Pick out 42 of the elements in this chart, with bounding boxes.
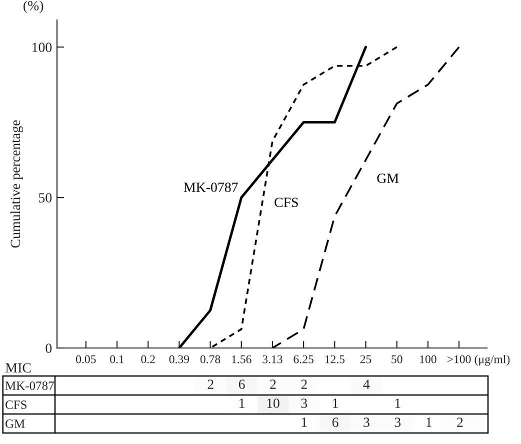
- data-label: 6: [332, 418, 338, 427]
- x-tick-label: 1.56: [232, 355, 252, 364]
- x-tick-label: 0.1: [110, 355, 124, 364]
- x-tick-label: 0.39: [169, 355, 190, 364]
- y-tick-label: CFS: [6, 400, 26, 409]
- data-label: 2: [208, 380, 214, 389]
- x-tick-label: 25: [360, 355, 372, 364]
- y-tick-label: 0: [46, 344, 52, 353]
- series-label: CFS: [274, 198, 298, 208]
- series-label: GM: [377, 174, 399, 183]
- y-tick-label: MK-0787: [5, 382, 54, 390]
- x-tick-label: 100: [420, 355, 436, 364]
- data-label: 1: [302, 418, 307, 427]
- x-tick-label: 0.2: [141, 355, 155, 364]
- data-label: 2: [457, 418, 463, 427]
- data-label: 10: [267, 398, 280, 408]
- data-label: 3: [364, 418, 370, 427]
- data-label: 4: [363, 380, 370, 389]
- text: (%): [24, 0, 44, 14]
- data-label: 2: [301, 380, 307, 389]
- data-label: 3: [301, 398, 308, 408]
- x-tick-label: 0.78: [200, 355, 220, 364]
- y-tick-label: GM: [6, 420, 25, 428]
- data-label: 1: [395, 398, 400, 408]
- text: (μg/ml): [474, 354, 510, 366]
- y-tick-label: 50: [39, 193, 52, 202]
- x-axis-title: MIC: [6, 363, 31, 373]
- y-tick-label: 100: [32, 42, 52, 52]
- x-tick-label: >100: [447, 355, 471, 364]
- series-label: MK-0787: [184, 182, 238, 192]
- x-tick-label: 3.13: [262, 355, 282, 364]
- x-tick-label: 0.05: [76, 355, 96, 364]
- data-label: 1: [333, 398, 338, 408]
- x-tick-label: 12.5: [325, 355, 345, 364]
- data-label: 2: [270, 380, 276, 389]
- x-tick-label: 6.25: [294, 355, 314, 364]
- x-tick-label: 50: [392, 355, 402, 364]
- y-axis-title: Cumulative percentage: [10, 120, 23, 248]
- data-label: 6: [238, 380, 245, 389]
- data-label: 3: [394, 418, 401, 427]
- data-label: 1: [240, 398, 244, 408]
- data-label: 1: [426, 418, 432, 427]
